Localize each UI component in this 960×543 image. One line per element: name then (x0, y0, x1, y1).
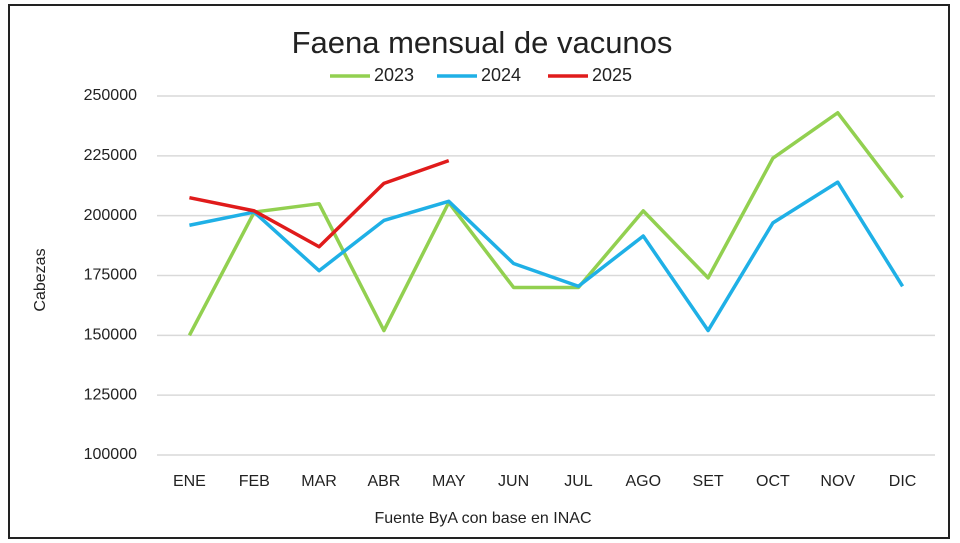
y-tick-label: 250000 (84, 87, 137, 104)
y-axis-title: Cabezas (32, 248, 49, 311)
y-tick-label: 100000 (84, 446, 137, 463)
x-tick-label: AGO (625, 473, 661, 490)
chart-title: Faena mensual de vacunos (292, 25, 673, 60)
x-tick-label: OCT (756, 473, 790, 490)
chart-frame (8, 4, 950, 539)
x-tick-label: ABR (367, 473, 400, 490)
x-tick-label: FEB (239, 473, 270, 490)
data-line (189, 158, 450, 249)
source-note: Fuente ByA con base en INAC (374, 510, 591, 527)
x-tick-label: JUN (498, 473, 529, 490)
legend-label: 2023 (374, 65, 414, 85)
data-line (187, 111, 904, 337)
x-tick-label: SET (693, 473, 724, 490)
x-tick-label: ENE (173, 473, 206, 490)
legend-label: 2024 (481, 65, 521, 85)
y-tick-label: 175000 (84, 267, 137, 284)
x-tick-label: DIC (889, 473, 917, 490)
y-tick-label: 225000 (84, 147, 137, 164)
x-tick-label: MAR (301, 473, 337, 490)
x-tick-label: NOV (820, 473, 855, 490)
data-line (189, 180, 905, 333)
y-tick-label: 200000 (84, 207, 137, 224)
y-tick-label: 125000 (84, 386, 137, 403)
x-tick-label: JUL (564, 473, 593, 490)
legend-label: 2025 (592, 65, 632, 85)
x-tick-label: MAY (432, 473, 466, 490)
y-tick-label: 150000 (84, 327, 137, 344)
